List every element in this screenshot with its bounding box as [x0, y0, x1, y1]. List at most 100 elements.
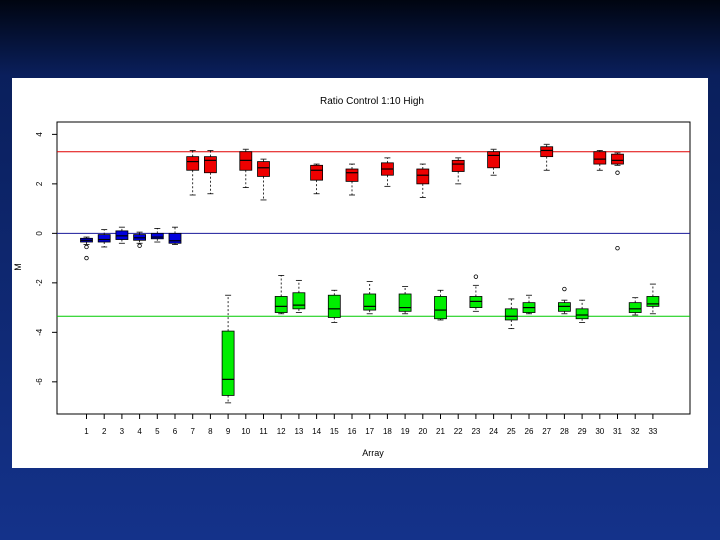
x-tick-label: 3 [120, 427, 125, 436]
y-tick-label: -4 [35, 328, 44, 336]
outlier-point [615, 246, 620, 251]
x-tick-label: 26 [525, 427, 534, 436]
box-body [487, 151, 501, 169]
x-tick-label: 9 [226, 427, 231, 436]
box-27 [540, 143, 554, 171]
box-body [434, 296, 447, 320]
box-14 [310, 163, 324, 195]
x-tick-label: 29 [578, 427, 587, 436]
box-15 [327, 289, 341, 323]
box-body [292, 292, 306, 310]
box-2 [97, 229, 111, 248]
box-body [115, 230, 129, 240]
x-tick-label: 5 [155, 427, 160, 436]
x-tick-label: 19 [401, 427, 410, 436]
box-body [504, 308, 518, 321]
box-7 [186, 150, 200, 196]
box-body [540, 146, 554, 158]
box-16 [345, 163, 359, 196]
box-body [150, 232, 164, 240]
box-body [593, 151, 607, 165]
x-tick-label: 20 [418, 427, 427, 436]
box-body [97, 234, 111, 243]
box-19 [398, 286, 412, 315]
box-8 [203, 150, 217, 195]
box-body [345, 168, 359, 182]
plot-area [56, 121, 691, 415]
box-body [310, 164, 324, 181]
x-tick-label: 28 [560, 427, 569, 436]
x-axis-label: Array [362, 448, 384, 458]
box-23 [469, 274, 483, 312]
box-series [80, 143, 660, 404]
box-body [398, 293, 412, 312]
x-tick-label: 27 [542, 427, 551, 436]
box-17 [363, 281, 377, 315]
box-body [274, 296, 288, 313]
outlier-point [473, 274, 479, 279]
box-31 [611, 152, 624, 251]
y-axis: 4 2 0 -2 -4 -6 [35, 132, 57, 386]
outlier-point [615, 170, 620, 175]
x-tick-label: 30 [595, 427, 604, 436]
box-body [416, 168, 430, 185]
x-tick-label: 12 [277, 427, 286, 436]
x-tick-label: 6 [173, 427, 178, 436]
box-20 [416, 163, 430, 198]
box-body [611, 153, 624, 165]
box-32 [628, 297, 642, 316]
box-6 [168, 226, 182, 245]
box-22 [451, 157, 465, 185]
x-tick-label: 14 [312, 427, 321, 436]
x-tick-label: 7 [190, 427, 195, 436]
box-body [469, 296, 483, 308]
box-26 [522, 294, 536, 315]
box-body [168, 232, 182, 244]
box-body [239, 151, 253, 171]
box-5 [150, 228, 164, 243]
box-body [451, 159, 465, 172]
x-tick-label: 2 [102, 427, 107, 436]
box-body [646, 296, 660, 307]
box-12 [274, 275, 288, 315]
x-tick-label: 31 [613, 427, 622, 436]
box-body [186, 156, 200, 171]
x-tick-label: 13 [294, 427, 303, 436]
y-tick-label: 4 [35, 132, 44, 137]
box-9 [221, 294, 235, 404]
x-tick-label: 24 [489, 427, 498, 436]
box-30 [593, 150, 607, 171]
x-tick-label: 18 [383, 427, 392, 436]
x-tick-label: 25 [507, 427, 516, 436]
outlier-point [137, 243, 142, 248]
x-tick-label: 10 [241, 427, 250, 436]
x-tick-label: 15 [330, 427, 339, 436]
box-24 [487, 148, 501, 176]
box-body [628, 302, 642, 313]
x-tick-label: 21 [436, 427, 445, 436]
box-body [558, 302, 571, 312]
y-tick-label: 0 [35, 231, 44, 236]
x-tick-label: 8 [208, 427, 213, 436]
box-4 [133, 231, 146, 248]
y-tick-label: -2 [35, 279, 44, 287]
box-33 [646, 283, 660, 315]
box-13 [292, 279, 306, 313]
box-21 [434, 289, 447, 321]
x-tick-label: 4 [137, 427, 142, 436]
outlier-point [84, 255, 89, 261]
box-body [221, 330, 235, 396]
chart-title: Ratio Control 1:10 High [320, 96, 424, 107]
x-tick-label: 17 [365, 427, 374, 436]
box-18 [380, 157, 394, 187]
y-tick-label: -6 [35, 378, 44, 386]
y-axis-label: M [13, 263, 23, 271]
x-tick-label: 11 [259, 427, 268, 436]
box-body [203, 156, 217, 174]
x-tick-label: 22 [454, 427, 463, 436]
box-body [575, 308, 589, 320]
box-3 [115, 226, 129, 244]
box-28 [558, 286, 571, 315]
